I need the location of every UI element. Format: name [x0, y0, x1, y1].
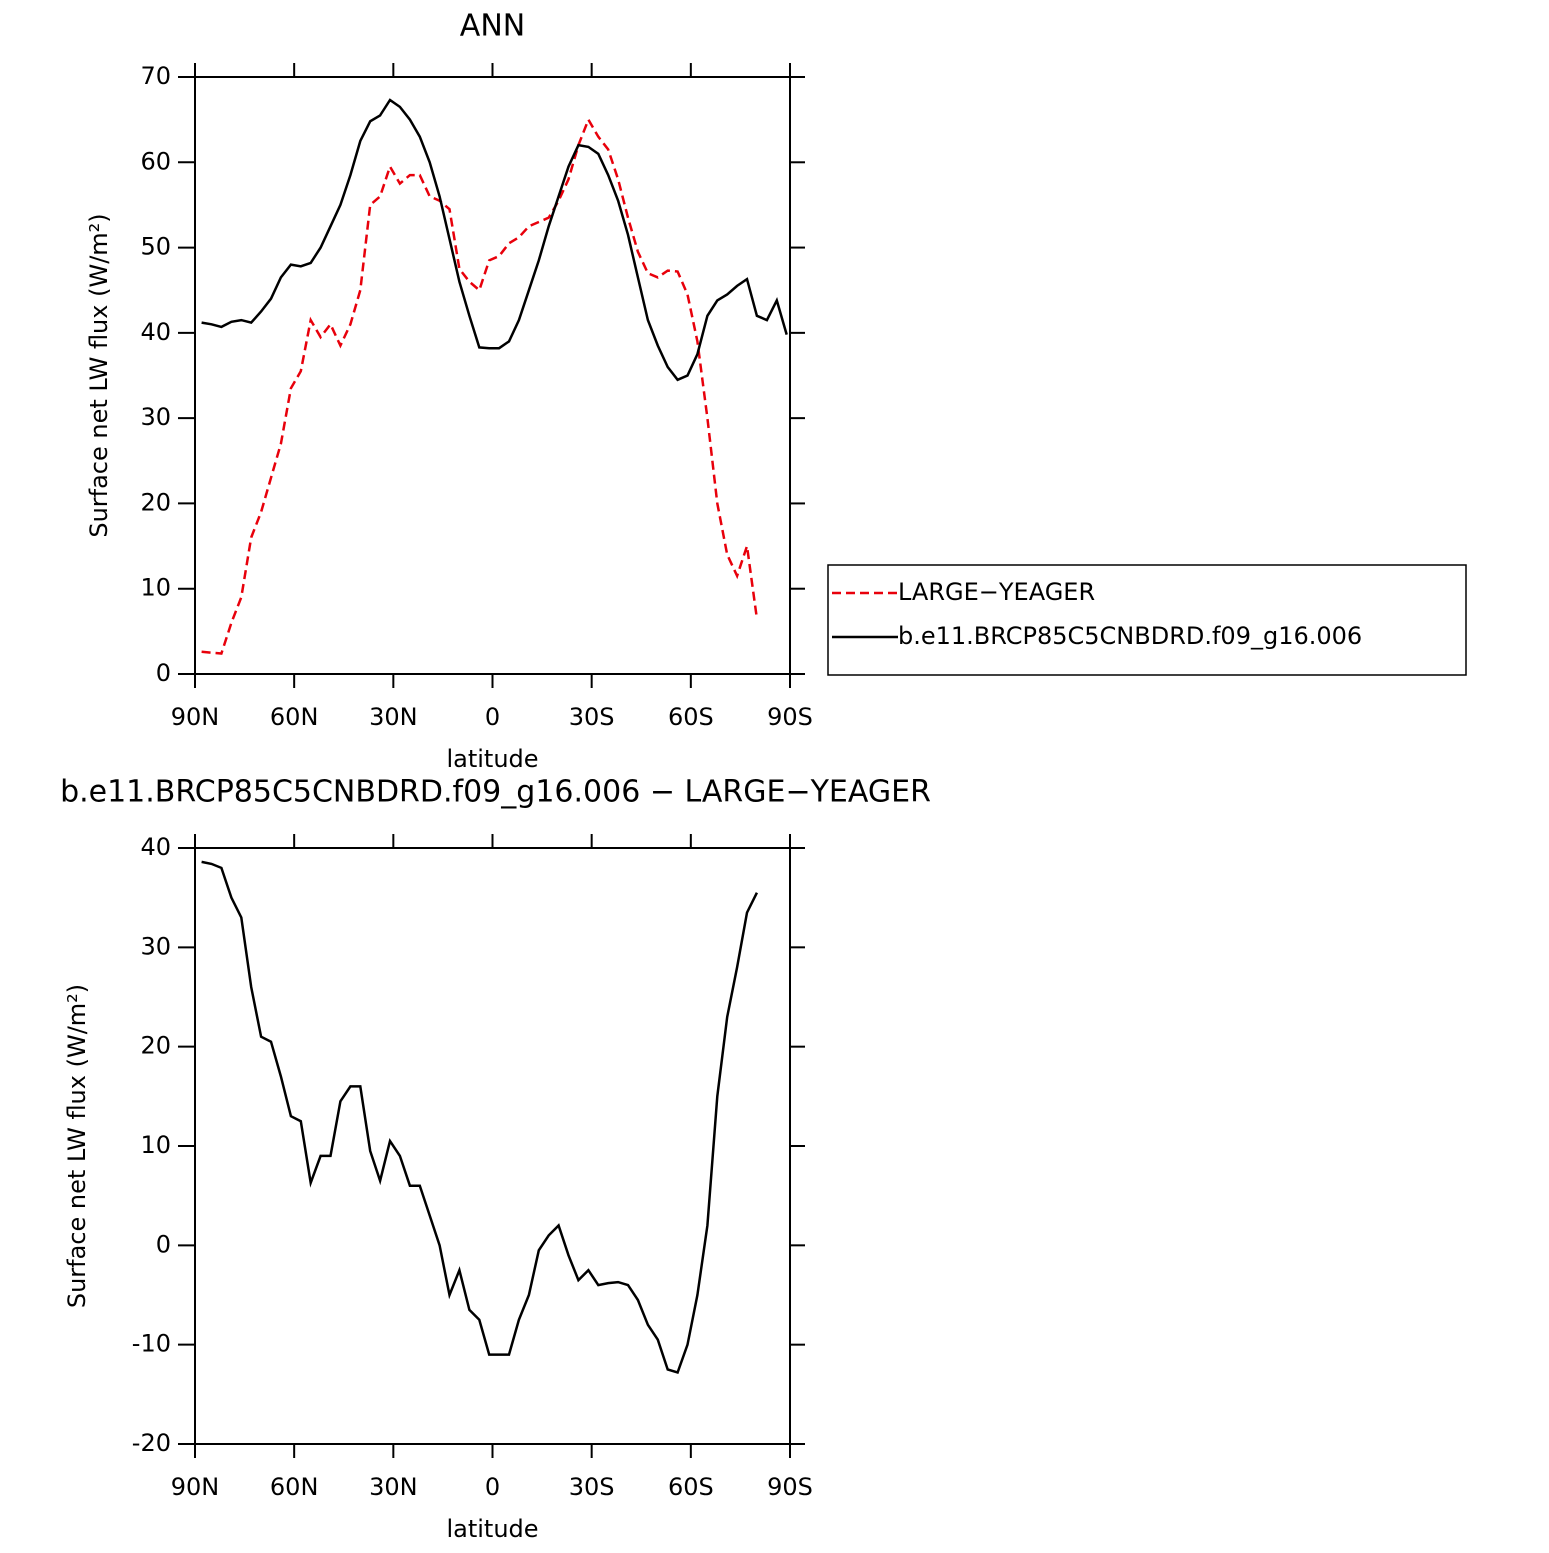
y-tick-label: 20	[140, 1032, 171, 1060]
data-line	[201, 98, 788, 382]
y-tick-label: 10	[140, 574, 171, 602]
x-tick-label: 30S	[569, 1473, 615, 1501]
legend-label: LARGE−YEAGER	[898, 578, 1095, 606]
y-tick-label: 20	[140, 488, 171, 516]
y-tick-label: 60	[140, 147, 171, 175]
y-tick-label: 30	[140, 932, 171, 960]
x-tick-label: 60N	[270, 703, 319, 731]
data-line	[201, 860, 759, 1375]
y-axis-label: Surface net LW flux (W/m²)	[63, 984, 91, 1308]
legend-box	[827, 564, 1467, 676]
x-axis-label: latitude	[446, 1515, 538, 1543]
y-tick-label: 10	[140, 1131, 171, 1159]
y-tick-label: 50	[140, 233, 171, 261]
x-tick-label: 60S	[668, 703, 714, 731]
plot-frame	[194, 76, 791, 675]
x-tick-label: 30N	[369, 703, 418, 731]
legend-label: b.e11.BRCP85C5CNBDRD.f09_g16.006	[898, 622, 1362, 650]
y-tick-label: 30	[140, 403, 171, 431]
x-tick-label: 90S	[767, 1473, 813, 1501]
x-tick-label: 90N	[171, 1473, 220, 1501]
y-tick-label: 0	[156, 659, 171, 687]
y-tick-label: -10	[132, 1330, 171, 1358]
y-tick-label: 40	[140, 318, 171, 346]
x-tick-label: 90S	[767, 703, 813, 731]
y-tick-label: 40	[140, 833, 171, 861]
data-line	[201, 116, 759, 655]
y-tick-label: -20	[132, 1429, 171, 1457]
x-tick-label: 30S	[569, 703, 615, 731]
x-tick-label: 60S	[668, 1473, 714, 1501]
x-axis-label: latitude	[446, 745, 538, 773]
x-tick-label: 60N	[270, 1473, 319, 1501]
x-tick-label: 30N	[369, 1473, 418, 1501]
y-tick-label: 70	[140, 62, 171, 90]
x-tick-label: 0	[485, 1473, 500, 1501]
x-tick-label: 90N	[171, 703, 220, 731]
y-tick-label: 0	[156, 1230, 171, 1258]
chart-title: b.e11.BRCP85C5CNBDRD.f09_g16.006 − LARGE…	[60, 775, 931, 810]
x-tick-label: 0	[485, 703, 500, 731]
chart-title: ANN	[460, 9, 525, 44]
y-axis-label: Surface net LW flux (W/m²)	[85, 213, 113, 537]
